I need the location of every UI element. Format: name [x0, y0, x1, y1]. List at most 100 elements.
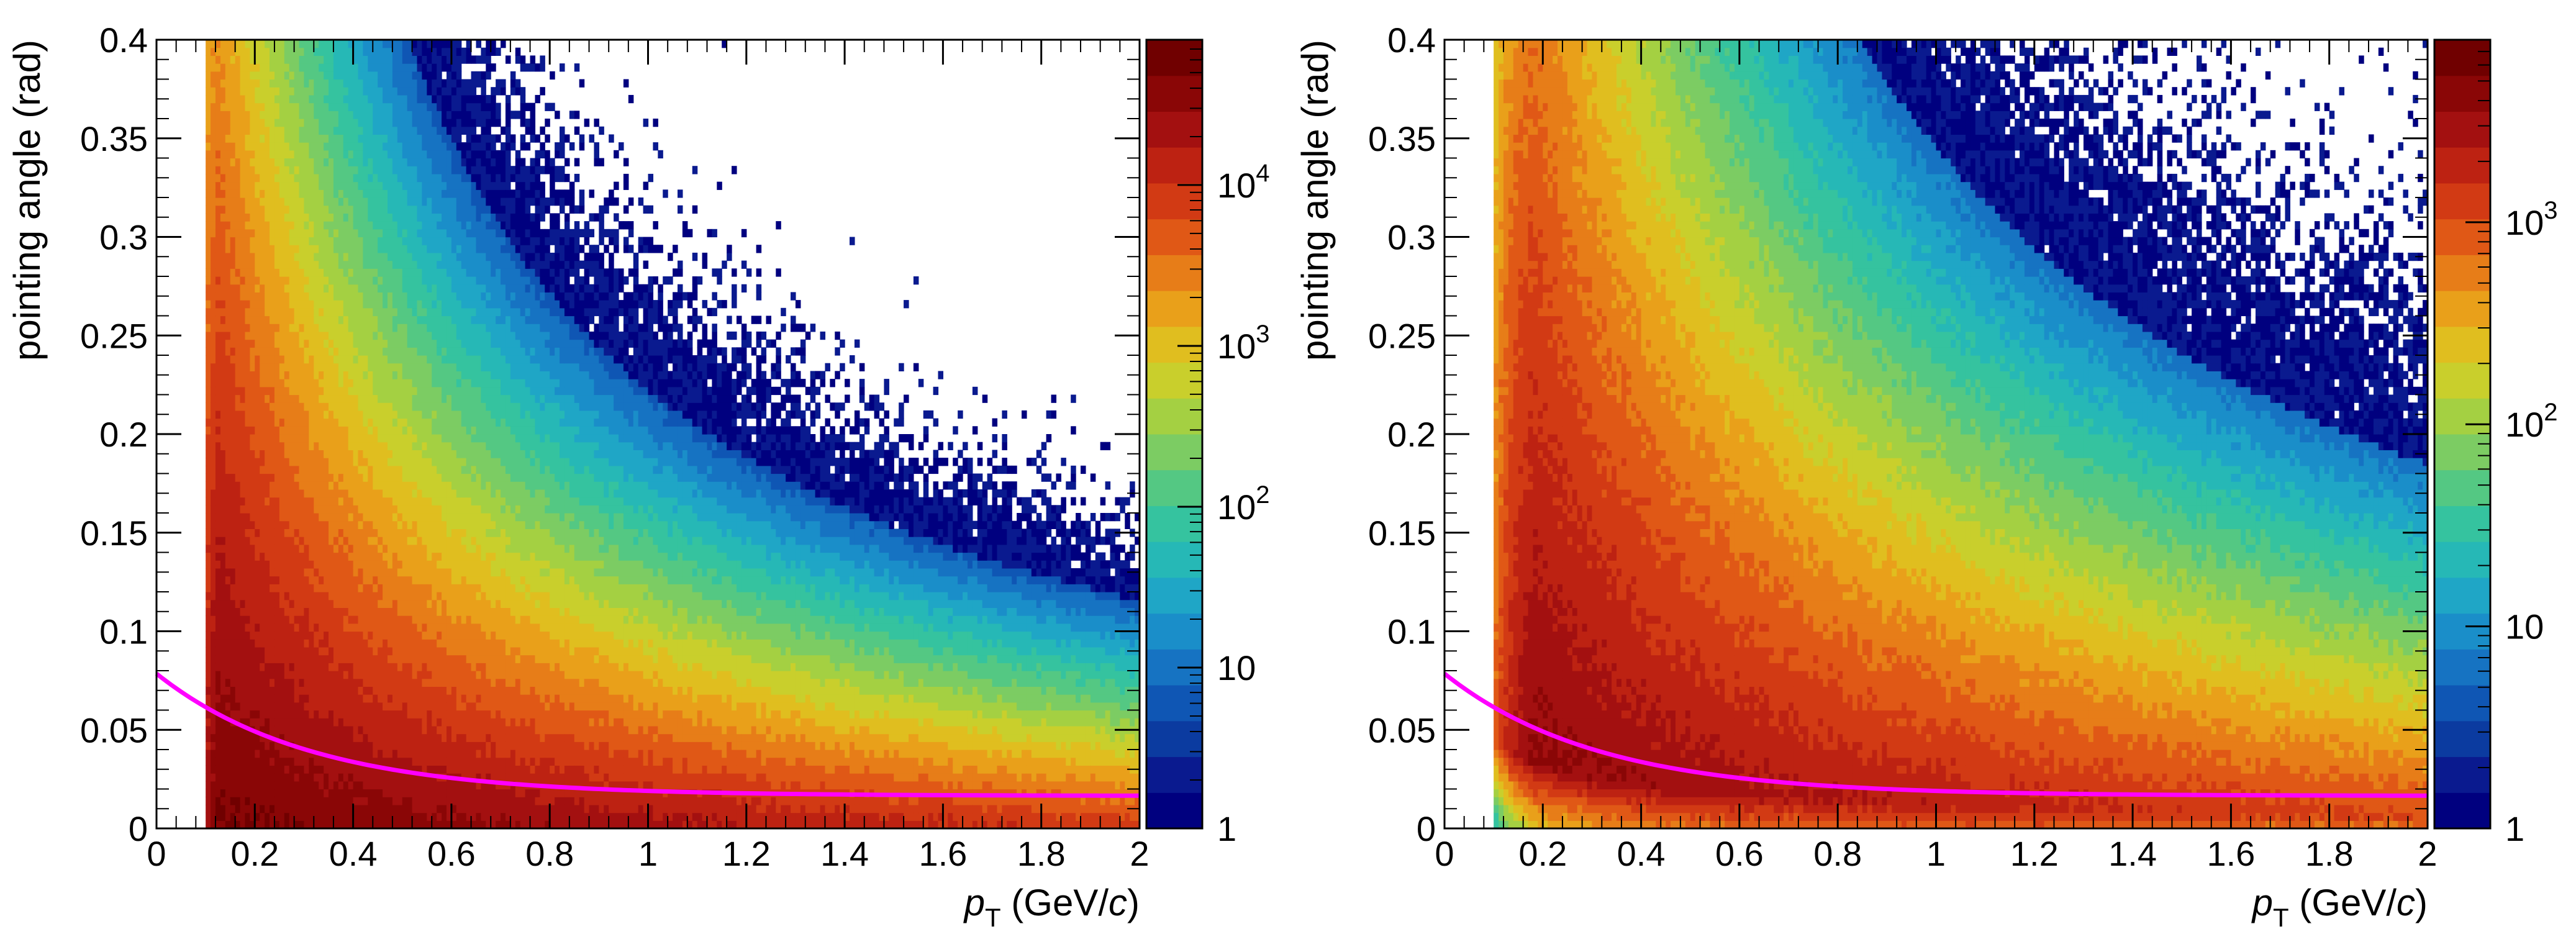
heatmap-cell — [314, 402, 319, 410]
heatmap-cell — [348, 111, 354, 119]
heatmap-cell — [427, 639, 432, 647]
heatmap-cell — [437, 450, 442, 458]
heatmap-cell — [417, 316, 423, 324]
heatmap-cell — [260, 371, 265, 379]
heatmap-cell — [230, 300, 236, 308]
heatmap-cell — [250, 466, 255, 474]
heatmap-cell — [338, 813, 344, 821]
heatmap-cell — [412, 79, 418, 88]
heatmap-cell — [215, 655, 221, 663]
heatmap-cell — [324, 332, 329, 340]
heatmap-cell — [255, 600, 260, 608]
heatmap-cell — [304, 686, 309, 694]
heatmap-cell — [289, 95, 295, 103]
heatmap-cell — [240, 371, 246, 379]
heatmap-cell — [383, 363, 388, 371]
heatmap-cell — [250, 702, 255, 710]
heatmap-cell — [363, 710, 368, 719]
heatmap-cell — [427, 702, 432, 710]
heatmap-cell — [353, 371, 359, 379]
heatmap-cell — [358, 395, 364, 403]
heatmap-cell — [397, 332, 403, 340]
heatmap-cell — [397, 553, 403, 561]
heatmap-cell — [333, 765, 339, 773]
heatmap-cell — [392, 127, 398, 135]
heatmap-cell — [294, 545, 300, 553]
heatmap-cell — [240, 103, 246, 111]
heatmap-cell — [215, 292, 221, 300]
heatmap-cell — [397, 734, 403, 742]
heatmap-cell — [240, 166, 246, 174]
heatmap-cell — [407, 55, 413, 63]
heatmap-cell — [304, 142, 309, 150]
heatmap-cell — [265, 615, 270, 623]
heatmap-cell — [211, 686, 216, 694]
heatmap-cell — [363, 347, 368, 355]
heatmap-cell — [447, 127, 452, 135]
heatmap-cell — [324, 671, 329, 679]
heatmap-cell — [279, 765, 285, 773]
heatmap-cell — [211, 426, 216, 434]
heatmap-cell — [284, 206, 290, 214]
heatmap-cell — [363, 245, 368, 253]
heatmap-cell — [353, 292, 359, 300]
heatmap-cell — [422, 560, 427, 568]
heatmap-cell — [338, 632, 344, 640]
heatmap-cell — [363, 426, 368, 434]
heatmap-cell — [383, 615, 388, 623]
heatmap-cell — [294, 655, 300, 663]
heatmap-cell — [304, 679, 309, 687]
heatmap-cell — [319, 213, 324, 221]
heatmap-cell — [314, 702, 319, 710]
heatmap-cell — [245, 568, 250, 576]
heatmap-cell — [265, 710, 270, 719]
heatmap-cell — [447, 726, 452, 734]
heatmap-cell — [260, 758, 265, 766]
heatmap-cell — [235, 158, 241, 166]
heatmap-cell — [274, 245, 280, 253]
heatmap-cell — [447, 718, 452, 726]
heatmap-cell — [442, 442, 447, 450]
heatmap-cell — [442, 245, 447, 253]
heatmap-cell — [432, 182, 437, 190]
heatmap-cell — [402, 111, 408, 119]
heatmap-cell — [422, 623, 427, 632]
heatmap-cell — [289, 426, 295, 434]
heatmap-cell — [383, 576, 388, 584]
heatmap-cell — [211, 79, 216, 88]
heatmap-cell — [373, 261, 378, 269]
heatmap-cell — [333, 797, 339, 805]
heatmap-cell — [211, 750, 216, 758]
heatmap-cell — [343, 497, 349, 505]
heatmap-cell — [304, 221, 309, 229]
heatmap-cell — [309, 797, 314, 805]
heatmap-cell — [378, 718, 383, 726]
heatmap-cell — [432, 734, 437, 742]
heatmap-cell — [388, 671, 393, 679]
heatmap-cell — [211, 253, 216, 261]
heatmap-cell — [407, 521, 413, 529]
heatmap-cell — [363, 434, 368, 442]
heatmap-cell — [235, 340, 241, 348]
heatmap-cell — [338, 371, 344, 379]
heatmap-cell — [215, 647, 221, 655]
heatmap-cell — [383, 237, 388, 245]
heatmap-cell — [427, 758, 432, 766]
heatmap-cell — [215, 758, 221, 766]
heatmap-cell — [289, 410, 295, 419]
heatmap-cell — [402, 647, 408, 655]
heatmap-cell — [343, 332, 349, 340]
heatmap-cell — [402, 237, 408, 245]
heatmap-cell — [319, 387, 324, 395]
heatmap-cell — [319, 623, 324, 632]
heatmap-cell — [432, 284, 437, 292]
heatmap-cell — [437, 111, 442, 119]
heatmap-cell — [279, 347, 285, 355]
heatmap-cell — [255, 402, 260, 410]
heatmap-cell — [432, 632, 437, 640]
heatmap-cell — [260, 600, 265, 608]
heatmap-cell — [309, 253, 314, 261]
heatmap-cell — [274, 442, 280, 450]
heatmap-cell — [235, 300, 241, 308]
heatmap-cell — [304, 702, 309, 710]
